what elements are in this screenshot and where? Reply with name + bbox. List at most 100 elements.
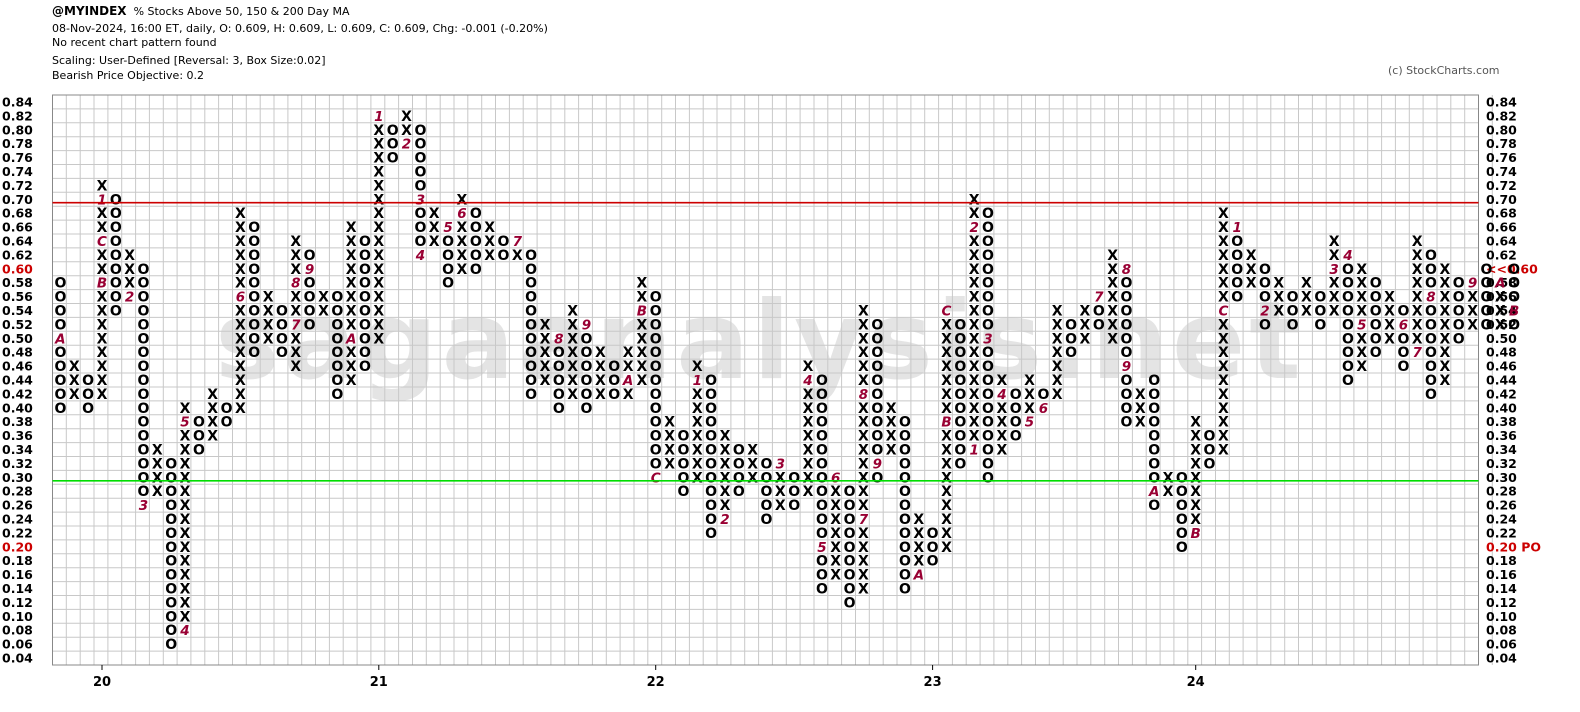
o-box: O bbox=[899, 484, 911, 500]
o-box: O bbox=[525, 262, 537, 278]
x-box: X bbox=[747, 456, 758, 472]
y-tick-label-right: 0.26 bbox=[1486, 498, 1517, 513]
x-box: X bbox=[263, 331, 274, 347]
x-box: X bbox=[180, 484, 191, 500]
y-tick-label-left: 0.18 bbox=[2, 553, 33, 568]
o-box: O bbox=[359, 304, 371, 320]
x-box: X bbox=[997, 443, 1008, 459]
x-box: X bbox=[152, 456, 163, 472]
o-box: O bbox=[1425, 304, 1437, 320]
o-box: O bbox=[650, 415, 662, 431]
o-box: O bbox=[1259, 262, 1271, 278]
x-box: X bbox=[180, 568, 191, 584]
x-box: X bbox=[637, 359, 648, 375]
y-tick-label-left: 0.14 bbox=[2, 581, 33, 596]
o-box: O bbox=[138, 443, 150, 459]
x-box: X bbox=[1218, 206, 1229, 222]
o-box: O bbox=[248, 345, 260, 361]
x-box: X bbox=[913, 512, 924, 528]
y-tick-label-left: 0.74 bbox=[2, 164, 33, 179]
x-box: X bbox=[1190, 470, 1201, 486]
o-box: O bbox=[54, 317, 66, 333]
y-tick-label-right: 0.36 bbox=[1486, 428, 1517, 443]
y-tick-label-right: 0.34 bbox=[1486, 442, 1517, 457]
o-box: O bbox=[871, 429, 883, 445]
x-box: X bbox=[969, 290, 980, 306]
x-box: X bbox=[1329, 234, 1340, 250]
x-box: X bbox=[969, 345, 980, 361]
o-box: O bbox=[110, 248, 122, 264]
x-tick-label: 24 bbox=[1187, 675, 1205, 690]
x-box: X bbox=[1356, 359, 1367, 375]
y-tick-label-right: 0.80 bbox=[1486, 122, 1517, 137]
o-box: O bbox=[387, 137, 399, 153]
o-box: O bbox=[110, 192, 122, 208]
o-box: O bbox=[82, 373, 94, 389]
x-box: X bbox=[803, 359, 814, 375]
x-box: X bbox=[941, 331, 952, 347]
o-box: O bbox=[954, 401, 966, 417]
x-box: X bbox=[1024, 401, 1035, 417]
o-box: O bbox=[165, 609, 177, 625]
o-box: O bbox=[1121, 415, 1133, 431]
x-box: X bbox=[858, 415, 869, 431]
month-marker: 9 bbox=[305, 262, 314, 278]
o-box: O bbox=[248, 262, 260, 278]
o-box: O bbox=[1480, 304, 1492, 320]
o-box: O bbox=[1259, 276, 1271, 292]
o-box: O bbox=[1425, 359, 1437, 375]
x-box: X bbox=[1218, 387, 1229, 403]
x-box: X bbox=[263, 317, 274, 333]
o-box: O bbox=[844, 512, 856, 528]
y-tick-label-left: 0.08 bbox=[2, 623, 33, 638]
o-box: O bbox=[650, 345, 662, 361]
o-box: O bbox=[954, 387, 966, 403]
x-box: X bbox=[1384, 317, 1395, 333]
x-box: X bbox=[1440, 359, 1451, 375]
y-tick-label-right: 0.08 bbox=[1486, 623, 1517, 638]
x-box: X bbox=[1412, 290, 1423, 306]
month-marker: C bbox=[1218, 304, 1228, 320]
x-box: X bbox=[152, 470, 163, 486]
o-box: O bbox=[1370, 345, 1382, 361]
o-box: O bbox=[788, 470, 800, 486]
x-box: X bbox=[180, 540, 191, 556]
x-box: X bbox=[692, 401, 703, 417]
x-box: X bbox=[1135, 401, 1146, 417]
x-box: X bbox=[1107, 317, 1118, 333]
o-box: O bbox=[442, 234, 454, 250]
x-box: X bbox=[1135, 387, 1146, 403]
x-box: X bbox=[1440, 276, 1451, 292]
o-box: O bbox=[1480, 317, 1492, 333]
x-box: X bbox=[1190, 512, 1201, 528]
o-box: O bbox=[1287, 304, 1299, 320]
o-box: O bbox=[982, 443, 994, 459]
o-box: O bbox=[525, 373, 537, 389]
o-box: O bbox=[54, 401, 66, 417]
y-tick-label-left: 0.82 bbox=[2, 108, 33, 123]
o-box: O bbox=[248, 304, 260, 320]
x-box: X bbox=[858, 373, 869, 389]
x-box: X bbox=[373, 206, 384, 222]
month-marker: 6 bbox=[457, 206, 466, 222]
o-box: O bbox=[1342, 290, 1354, 306]
y-tick-label-left: 0.68 bbox=[2, 206, 33, 221]
y-tick-label-right: 0.58 bbox=[1486, 275, 1517, 290]
o-box: O bbox=[138, 317, 150, 333]
o-box: O bbox=[761, 484, 773, 500]
month-marker: 2 bbox=[969, 220, 978, 236]
y-tick-label-left: 0.34 bbox=[2, 442, 33, 457]
o-box: O bbox=[1148, 429, 1160, 445]
o-box: O bbox=[54, 304, 66, 320]
month-marker: 7 bbox=[1094, 290, 1104, 306]
month-marker: 4 bbox=[802, 373, 812, 389]
o-box: O bbox=[650, 359, 662, 375]
o-box: O bbox=[871, 387, 883, 403]
o-box: O bbox=[1176, 484, 1188, 500]
x-box: X bbox=[180, 595, 191, 611]
o-box: O bbox=[110, 262, 122, 278]
o-box: O bbox=[1508, 317, 1520, 333]
y-tick-label-left: 0.26 bbox=[2, 498, 33, 513]
y-tick-label-left: 0.22 bbox=[2, 525, 33, 540]
y-tick-label-left: 0.20 bbox=[2, 539, 33, 554]
